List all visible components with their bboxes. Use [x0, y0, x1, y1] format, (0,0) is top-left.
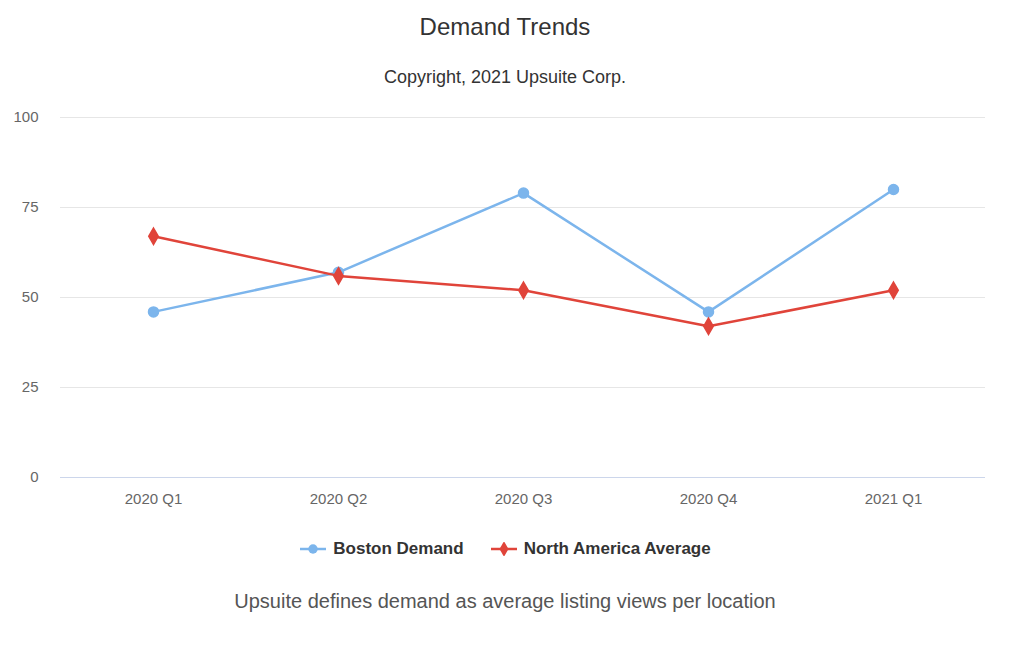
- svg-text:50: 50: [22, 288, 39, 305]
- svg-text:2020 Q4: 2020 Q4: [680, 490, 738, 507]
- svg-text:25: 25: [22, 378, 39, 395]
- svg-text:2020 Q3: 2020 Q3: [495, 490, 553, 507]
- svg-text:2020 Q1: 2020 Q1: [125, 490, 183, 507]
- html-text:Demand Trends: Demand Trends: [419, 13, 591, 40]
- svg-text:75: 75: [22, 198, 39, 215]
- html-text:Boston Demand: Boston Demand: [333, 539, 464, 558]
- svg-text:2020 Q2: 2020 Q2: [310, 490, 368, 507]
- html-text:Upsuite defines demand as aver: Upsuite defines demand as average listin…: [234, 590, 776, 612]
- svg-text:0: 0: [30, 468, 38, 485]
- svg-text:100: 100: [13, 108, 38, 125]
- html-text:North America Average: North America Average: [523, 539, 711, 558]
- html-text:Copyright, 2021 Upsuite Corp.: Copyright, 2021 Upsuite Corp.: [383, 67, 627, 87]
- svg-text:2021 Q1: 2021 Q1: [865, 490, 923, 507]
